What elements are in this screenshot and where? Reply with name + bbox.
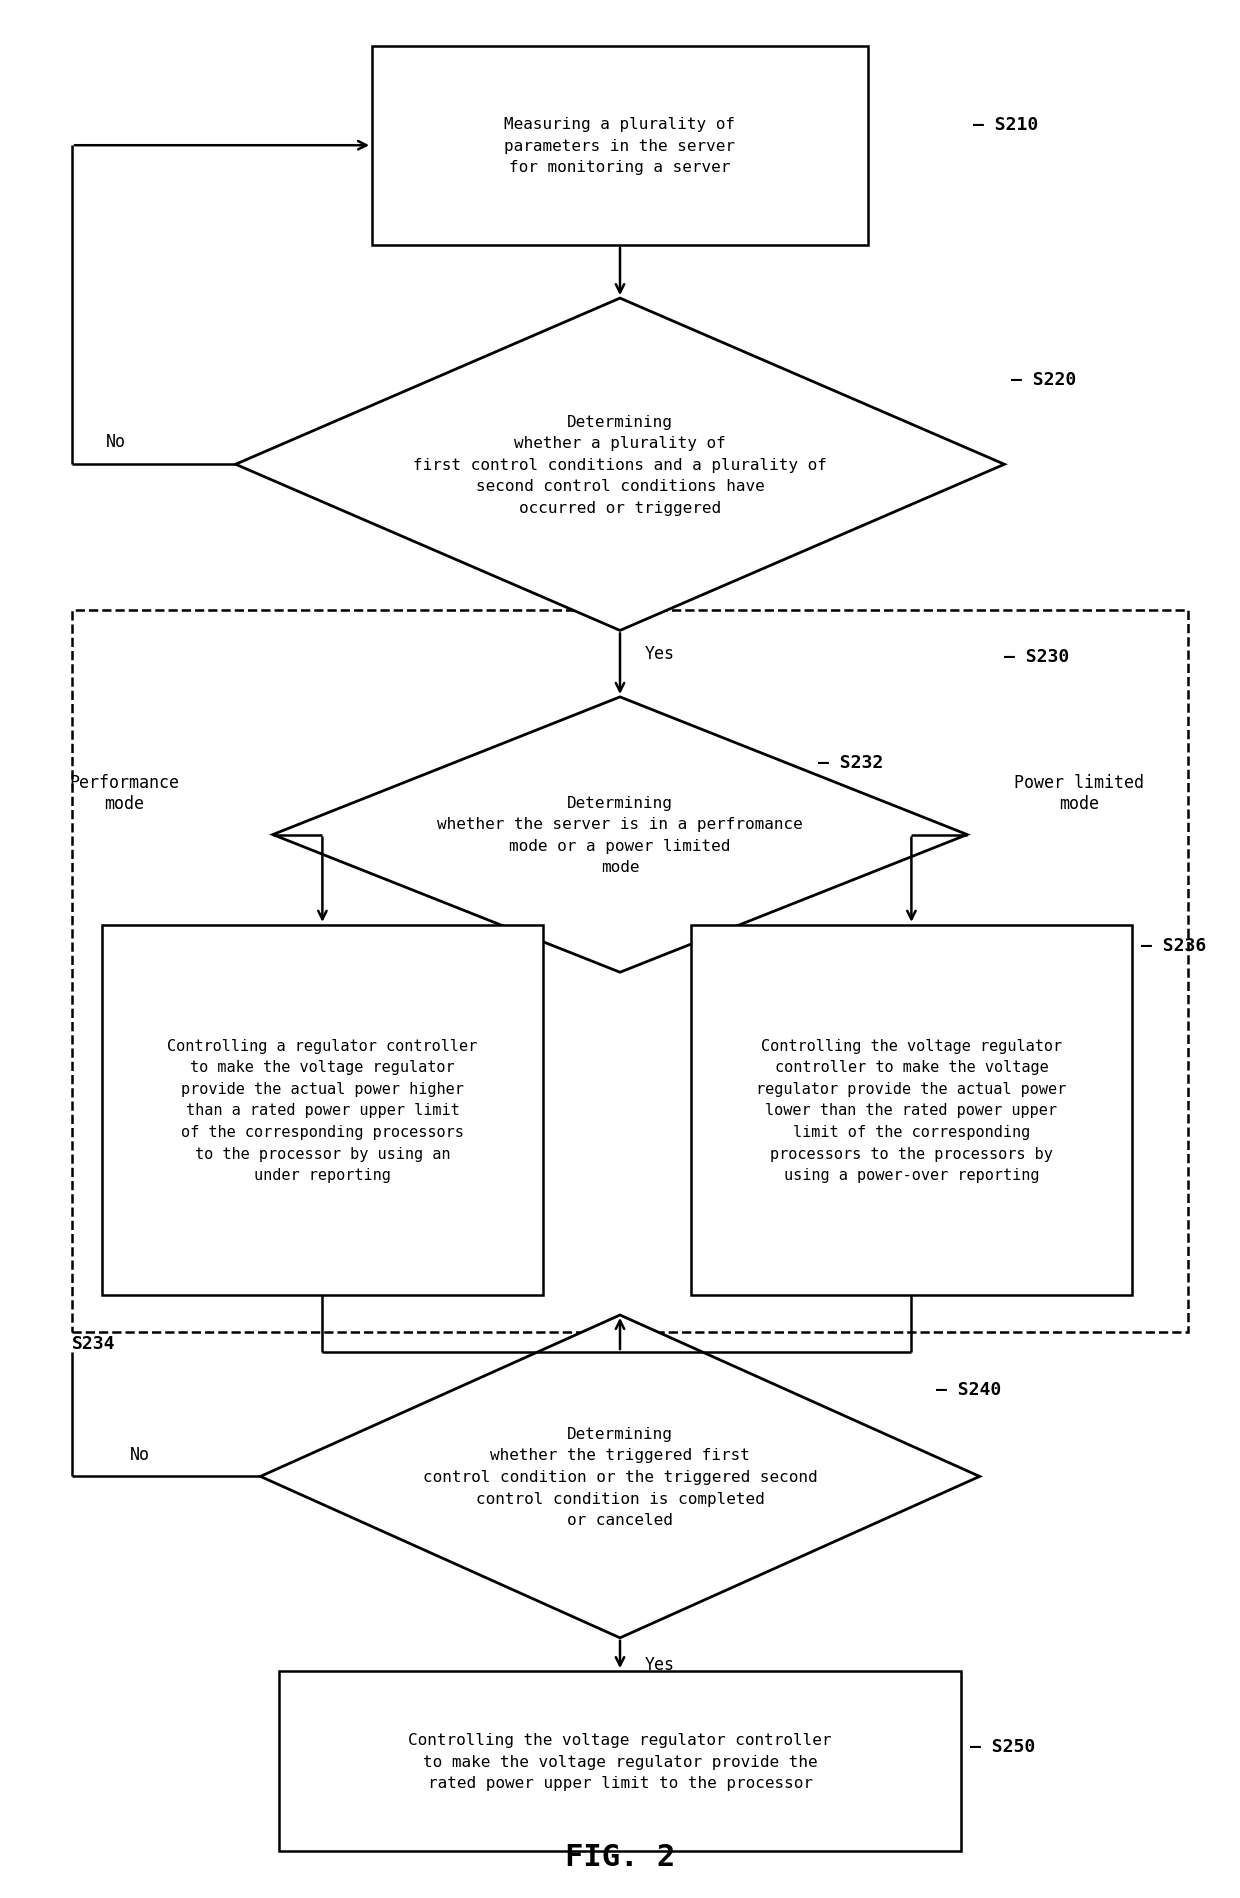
Text: FIG. 2: FIG. 2 [565,1841,675,1871]
Text: Measuring a plurality of
parameters in the server
for monitoring a server: Measuring a plurality of parameters in t… [505,118,735,175]
Text: Power limited
mode: Power limited mode [1014,774,1143,812]
Text: No: No [130,1444,150,1463]
Text: — S220: — S220 [1011,370,1076,389]
Text: — S230: — S230 [1004,647,1070,666]
FancyBboxPatch shape [103,926,543,1294]
Text: Determining
whether a plurality of
first control conditions and a plurality of
s: Determining whether a plurality of first… [413,414,827,516]
Text: Yes: Yes [645,645,675,662]
Text: Determining
whether the triggered first
control condition or the triggered secon: Determining whether the triggered first … [423,1425,817,1528]
Text: Controlling the voltage regulator
controller to make the voltage
regulator provi: Controlling the voltage regulator contro… [756,1038,1066,1182]
Text: — S210: — S210 [973,116,1039,135]
Text: — S240: — S240 [936,1380,1002,1399]
Text: Performance
mode: Performance mode [69,774,179,812]
Polygon shape [273,697,967,972]
Text: Controlling the voltage regulator controller
to make the voltage regulator provi: Controlling the voltage regulator contro… [408,1733,832,1790]
FancyBboxPatch shape [372,46,868,245]
FancyBboxPatch shape [279,1672,961,1852]
Text: — S232: — S232 [818,754,884,772]
Text: Determining
whether the server is in a perfromance
mode or a power limited
mode: Determining whether the server is in a p… [438,795,802,875]
Text: Controlling a regulator controller
to make the voltage regulator
provide the act: Controlling a regulator controller to ma… [167,1038,477,1182]
Text: — S250: — S250 [970,1737,1035,1756]
Polygon shape [236,298,1004,630]
FancyBboxPatch shape [692,926,1131,1294]
Polygon shape [260,1315,980,1638]
Text: Yes: Yes [645,1655,675,1674]
Text: S234: S234 [72,1334,115,1353]
Text: — S236: — S236 [1141,936,1207,955]
Text: No: No [105,433,125,452]
